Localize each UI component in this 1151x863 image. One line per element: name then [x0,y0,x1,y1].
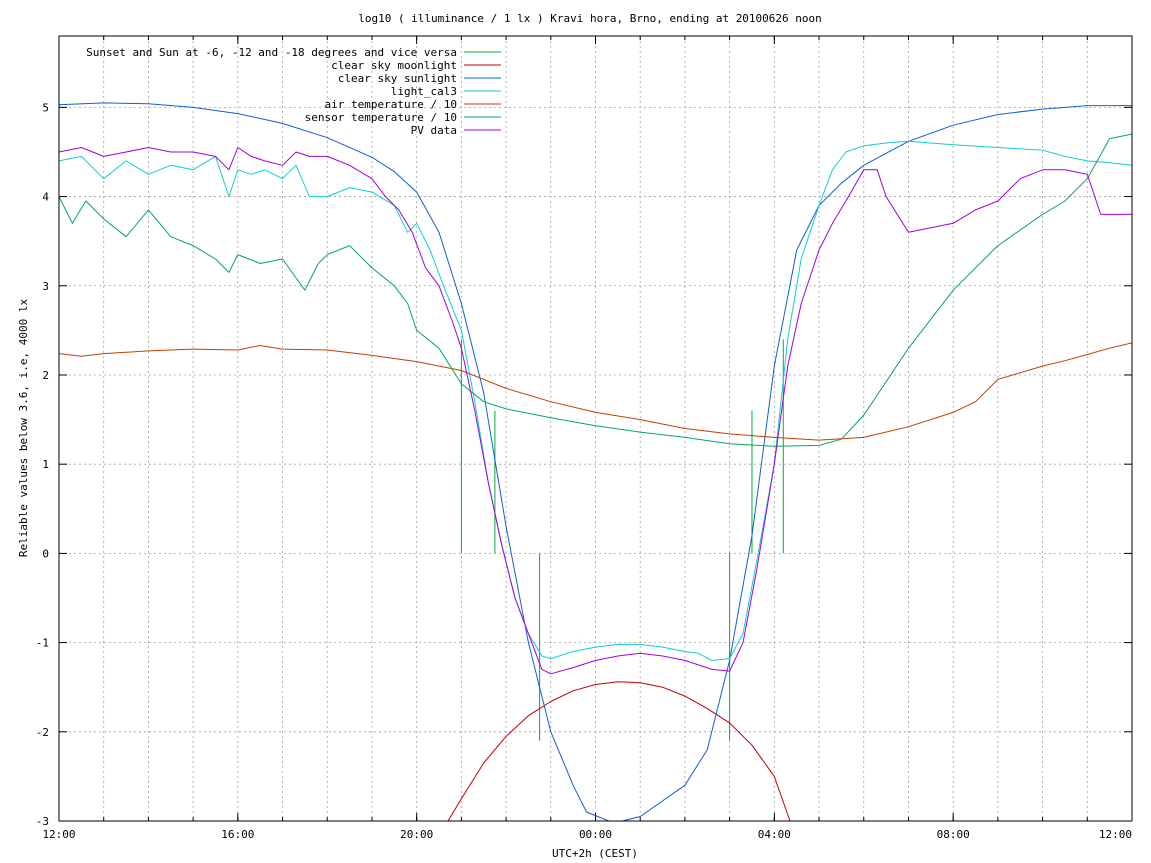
y-tick-label: 0 [42,547,49,560]
series-2-line [59,102,1132,821]
y-tick-label: 1 [42,458,49,471]
legend-label: sensor temperature / 10 [305,111,457,124]
y-tick-label: -1 [36,637,49,650]
x-tick-label: 04:00 [758,828,791,841]
legend-label: light_cal3 [391,85,457,98]
y-tick-label: 2 [42,369,49,382]
legend-label: Sunset and Sun at -6, -12 and -18 degree… [86,46,457,59]
axis-ticks: -3 -2 -1 0 1 2 3 4 5 12:00 16:00 20:00 00:00 04:00 08:… [36,36,1133,841]
y-tick-label: -2 [36,726,49,739]
legend-label: clear sky sunlight [338,72,457,85]
y-tick-label: 5 [42,101,49,114]
x-axis-label: UTC+2h (CEST) [552,847,638,860]
x-tick-label: 08:00 [937,828,970,841]
legend-label: air temperature / 10 [325,98,457,111]
legend-label: clear sky moonlight [331,59,457,72]
chart-title: log10 ( illuminance / 1 lx ) Kravi hora,… [358,12,822,25]
series-3-line [59,140,1132,661]
plot-frame [58,35,1133,822]
y-tick-label: 3 [42,280,49,293]
legend: Sunset and Sun at -6, -12 and -18 degree… [86,46,501,137]
series-4-line [59,342,1132,441]
y-tick-label: 4 [42,191,49,204]
y-axis-label: Reliable values below 3.6, i.e, 4000 lx [17,298,30,557]
plot-area [59,102,1132,821]
y-tick-label: -3 [36,815,49,828]
x-tick-label: 12:00 [1099,828,1132,841]
x-tick-label: 00:00 [579,828,612,841]
series-5-line [59,133,1132,447]
x-tick-label: 16:00 [221,828,254,841]
grid [59,36,1132,821]
x-tick-label: 12:00 [42,828,75,841]
series-1-line [447,681,791,821]
legend-label: PV data [411,124,457,137]
series-6-line [59,147,1132,675]
x-tick-label: 20:00 [400,828,433,841]
